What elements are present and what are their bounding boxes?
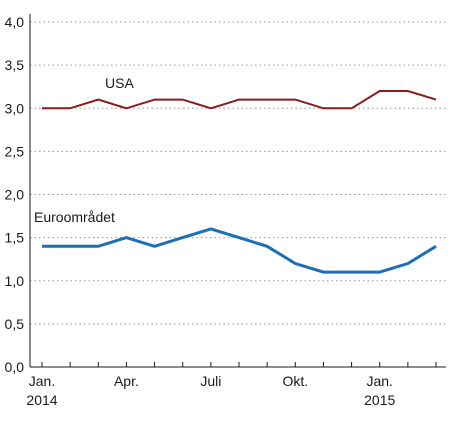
series-label-euroomradet: Euroområdet (34, 209, 115, 225)
x-tick-year-label: 2015 (364, 392, 395, 408)
x-tick-year-label: 2014 (26, 392, 57, 408)
y-tick-labels: 0,0 0,5 1,0 1,5 2,0 2,5 3,0 3,5 4,0 (5, 14, 25, 375)
series-labels: USA Euroområdet (34, 75, 134, 225)
y-tick-label: 0,0 (5, 359, 25, 375)
y-tick-label: 2,5 (5, 143, 25, 159)
series-label-usa: USA (105, 75, 134, 91)
y-tick-label: 1,0 (5, 273, 25, 289)
y-tick-label: 4,0 (5, 14, 25, 30)
x-tick-label: Okt. (282, 373, 308, 389)
x-tick-label: Juli (200, 373, 221, 389)
x-tick-label: Jan. (366, 373, 392, 389)
x-tick-label: Jan. (29, 373, 55, 389)
x-tick-label: Apr. (114, 373, 139, 389)
x-tick-labels: Jan. 2014 Apr. Juli Okt. Jan. 2015 (26, 373, 395, 408)
y-tick-label: 3,0 (5, 100, 25, 116)
series-line-usa (42, 90, 437, 110)
y-tick-label: 1,5 (5, 230, 25, 246)
series-line-euroomradet (42, 227, 437, 274)
axes (29, 14, 446, 368)
y-tick-label: 0,5 (5, 316, 25, 332)
y-tick-label: 2,0 (5, 187, 25, 203)
series-lines (42, 90, 437, 274)
gridlines (30, 21, 446, 325)
y-tick-label: 3,5 (5, 57, 25, 73)
